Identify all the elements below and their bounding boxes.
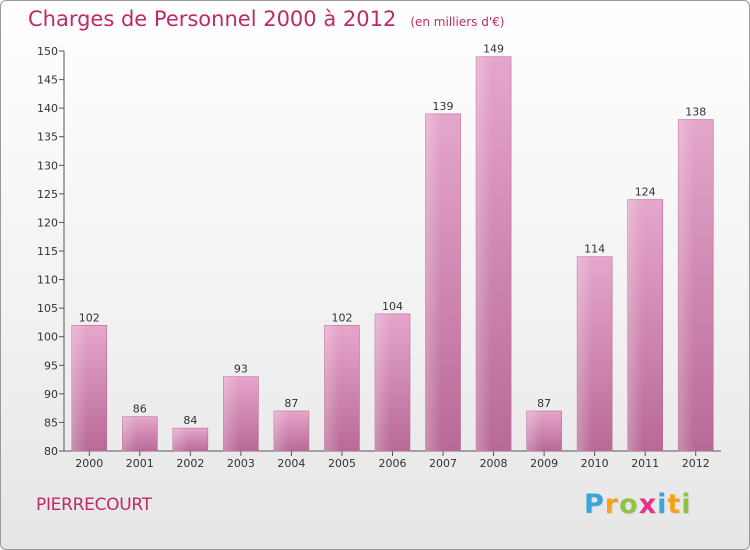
y-tick-label: 145 (37, 74, 58, 87)
bar-highlight (476, 56, 492, 451)
x-tick-label: 2004 (277, 457, 305, 470)
data-label: 104 (382, 300, 403, 313)
data-label: 93 (234, 363, 248, 376)
logo-letter: i (657, 489, 668, 520)
x-tick-label: 2010 (581, 457, 609, 470)
data-label: 149 (483, 43, 504, 56)
y-tick-label: 130 (37, 159, 58, 172)
data-label: 139 (433, 100, 454, 113)
chart-title-unit: (en milliers d'€) (410, 15, 505, 29)
y-tick-label: 110 (37, 274, 58, 287)
y-tick-label: 120 (37, 216, 58, 229)
data-label: 87 (284, 397, 298, 410)
x-tick-label: 2002 (176, 457, 204, 470)
y-tick-label: 95 (44, 359, 58, 372)
chart-title-text: Charges de Personnel 2000 à 2012 (28, 7, 397, 31)
y-tick-label: 90 (44, 388, 58, 401)
bars (71, 56, 714, 452)
bar (71, 324, 108, 452)
y-tick-label: 140 (37, 102, 58, 115)
bar-highlight (627, 199, 644, 451)
bar (122, 416, 158, 452)
bar (475, 56, 512, 452)
data-labels: 102 86 84 93 87 102 104 139 149 87 114 124 138 (79, 43, 706, 427)
x-tick-label: 2001 (126, 457, 154, 470)
x-tick-label: 2006 (379, 457, 407, 470)
chart-title: Charges de Personnel 2000 à 2012 (en mill… (28, 7, 504, 31)
x-tick-label: 2011 (631, 457, 659, 470)
logo-letter: o (619, 489, 639, 520)
logo-letter: r (604, 489, 620, 520)
y-axis: 80 85 90 95 100 105 110 115 120 125 130 135 140 145 15… (37, 45, 65, 458)
bar-highlight (172, 428, 189, 451)
y-tick-label: 135 (37, 131, 58, 144)
bar-highlight (71, 325, 88, 451)
data-label: 138 (685, 106, 706, 119)
y-tick-label: 125 (37, 188, 58, 201)
bar (677, 119, 714, 452)
y-tick-label: 85 (44, 416, 58, 429)
data-label: 102 (79, 311, 100, 324)
x-tick-label: 2009 (530, 457, 558, 470)
data-label: 86 (133, 403, 147, 416)
x-tick-label: 2005 (328, 457, 356, 470)
x-tick-label: 2007 (429, 457, 457, 470)
proxiti-logo: Proxiti (584, 489, 692, 520)
bar-highlight (223, 376, 240, 451)
logo-letter: t (667, 489, 682, 520)
bar (425, 113, 461, 452)
y-tick-label: 115 (37, 245, 58, 258)
bar-highlight (324, 325, 341, 451)
bar-highlight (273, 411, 290, 451)
logo-letter: x (638, 489, 658, 520)
data-label: 87 (537, 397, 551, 410)
x-axis: 2000 2001 2002 2003 2004 2005 2006 2007 2008 2009… (64, 450, 721, 470)
bar (374, 313, 411, 452)
bar-highlight (122, 416, 139, 451)
bar (627, 199, 663, 452)
bar (576, 256, 613, 452)
data-label: 124 (635, 186, 656, 199)
bar-highlight (375, 313, 391, 451)
bar-highlight (577, 256, 593, 451)
y-tick-label: 100 (37, 331, 58, 344)
bar (223, 376, 259, 452)
data-label: 102 (331, 311, 352, 324)
data-label: 84 (183, 414, 197, 427)
bar (324, 324, 360, 452)
bar (273, 410, 310, 452)
data-label: 114 (584, 243, 605, 256)
bar (172, 427, 209, 452)
y-tick-label: 80 (44, 445, 58, 458)
bar-highlight (526, 411, 543, 451)
bar-highlight (678, 119, 694, 452)
x-tick-label: 2003 (227, 457, 255, 470)
x-tick-label: 2008 (480, 457, 508, 470)
location-name: PIERRECOURT (36, 495, 152, 515)
y-tick-label: 150 (37, 45, 58, 58)
y-tick-label: 105 (37, 302, 58, 315)
x-tick-label: 2000 (75, 457, 103, 470)
bar-highlight (425, 113, 442, 451)
logo-letter: i (681, 489, 692, 520)
logo-letter: P (584, 489, 605, 520)
bar (526, 410, 562, 452)
x-tick-label: 2012 (682, 457, 710, 470)
